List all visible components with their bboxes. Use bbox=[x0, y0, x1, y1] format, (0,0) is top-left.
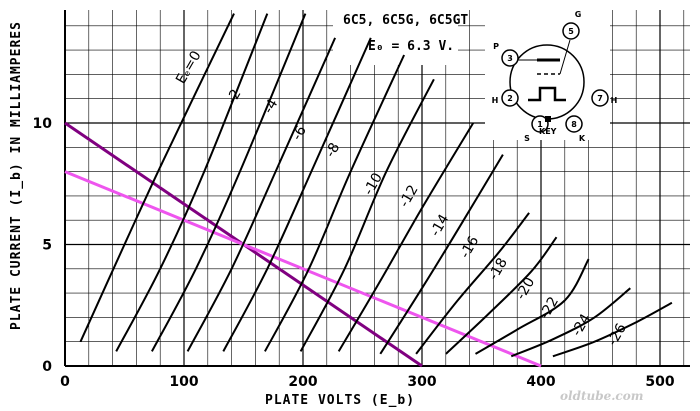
plate-curve-1 bbox=[115, 13, 269, 352]
plate-curve-9 bbox=[415, 212, 530, 355]
plate-curve-4 bbox=[222, 37, 372, 352]
curve-label: -8 bbox=[322, 140, 343, 160]
tube-pin-letter: G bbox=[575, 10, 582, 19]
y-axis-label: PLATE CURRENT (I_b) IN MILLIAMPERES bbox=[9, 21, 24, 330]
load-line-1 bbox=[64, 170, 542, 368]
tube-pin-number: 1 bbox=[537, 120, 543, 129]
tube-pin-icon bbox=[531, 115, 549, 133]
curve-label: -6 bbox=[289, 123, 310, 143]
plate-curve-3 bbox=[186, 37, 337, 352]
x-tick-label: 100 bbox=[169, 374, 198, 390]
curve-label: -14 bbox=[427, 212, 452, 240]
curve-label: -16 bbox=[457, 233, 482, 261]
plot-frame bbox=[64, 10, 690, 367]
tube-pin-number: 3 bbox=[507, 54, 513, 63]
grid-lead-icon bbox=[559, 39, 571, 75]
plate-curve-13 bbox=[552, 301, 673, 358]
plate-curve-10 bbox=[445, 236, 558, 355]
curve-label: -18 bbox=[486, 255, 511, 283]
plate-curve-11 bbox=[474, 258, 590, 355]
curve-label: Eₑ=0 bbox=[173, 48, 205, 87]
y-tick-label: 10 bbox=[33, 116, 53, 132]
x-axis-label: PLATE VOLTS (E_b) bbox=[265, 393, 415, 408]
curve-label: -10 bbox=[361, 170, 386, 198]
curve-label: -12 bbox=[396, 182, 421, 210]
curve-label: -2 bbox=[224, 87, 245, 107]
x-tick-label: 300 bbox=[407, 374, 436, 390]
x-tick-label: 500 bbox=[645, 374, 674, 390]
plate-curve-0 bbox=[79, 13, 235, 343]
chart-title: 6C5, 6C5G, 6C5GT bbox=[343, 13, 468, 28]
plate-curve-6 bbox=[299, 78, 435, 352]
plate-curve-5 bbox=[264, 54, 406, 352]
title-box-frame bbox=[333, 5, 458, 65]
x-tick-labels: 0 100 200 300 400 500 bbox=[60, 374, 675, 390]
chart-subtitle: E₀ = 6.3 V. bbox=[368, 39, 454, 54]
curve-label: -26 bbox=[605, 321, 630, 349]
tube-pin-number: 8 bbox=[571, 120, 577, 129]
tube-pin-icon bbox=[591, 89, 609, 107]
tube-pin-number: 2 bbox=[507, 94, 513, 103]
curve-label: -20 bbox=[513, 275, 538, 303]
tube-pin-letter: K bbox=[579, 134, 586, 143]
title-box: 6C5, 6C5G, 6C5GT E₀ = 6.3 V. bbox=[333, 5, 468, 65]
plate-curves bbox=[79, 13, 673, 358]
tube-pin-icon bbox=[565, 115, 583, 133]
plate-curve-2 bbox=[151, 13, 307, 352]
x-tick-label: 400 bbox=[526, 374, 555, 390]
tube-pin-icon bbox=[562, 22, 580, 40]
curve-label: -24 bbox=[569, 311, 594, 339]
tube-pin-letter: P bbox=[493, 42, 499, 51]
tube-pin-number: 7 bbox=[597, 94, 603, 103]
key-label: KEY bbox=[539, 127, 557, 136]
tube-pin-number: 5 bbox=[568, 27, 574, 36]
y-tick-label: 5 bbox=[42, 238, 52, 254]
heater-cathode-icon bbox=[528, 86, 566, 102]
tube-pin-icon bbox=[501, 49, 519, 67]
y-tick-labels: 0 5 10 bbox=[33, 116, 53, 375]
plate-curve-12 bbox=[510, 287, 631, 358]
tube-pin-icon bbox=[501, 89, 519, 107]
plate-curve-8 bbox=[379, 154, 504, 355]
plate-curve-7 bbox=[337, 122, 475, 352]
y-tick-label: 0 bbox=[42, 359, 52, 375]
key-notch-icon bbox=[545, 116, 551, 122]
x-tick-label: 0 bbox=[60, 374, 70, 390]
x-tick-label: 200 bbox=[288, 374, 317, 390]
tube-pin-letter: S bbox=[524, 134, 530, 143]
watermark-text: oldtube.com bbox=[560, 389, 643, 403]
tube-pin-letter: H bbox=[611, 96, 618, 105]
tube-pin-letter: H bbox=[492, 96, 499, 105]
